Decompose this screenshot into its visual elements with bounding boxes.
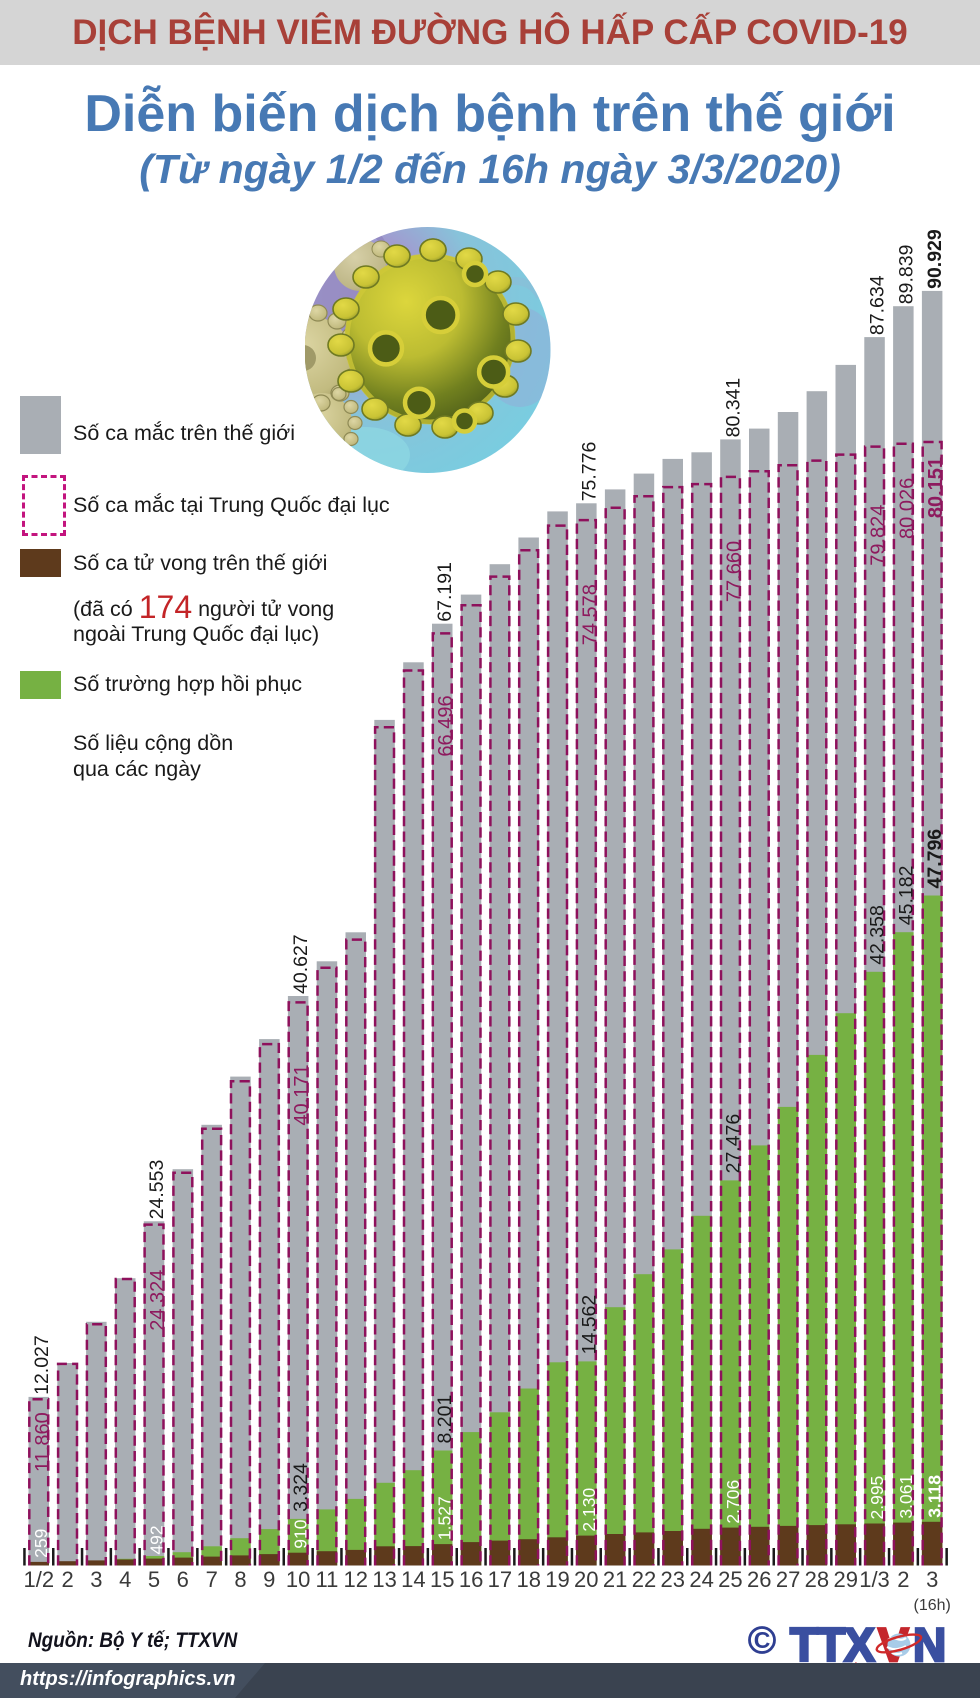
svg-text:18: 18 [516,1567,540,1592]
svg-text:75.776: 75.776 [578,442,600,502]
svg-text:3.061: 3.061 [896,1475,916,1519]
svg-text:492: 492 [147,1525,167,1554]
svg-text:27: 27 [776,1567,800,1592]
svg-text:19: 19 [545,1567,569,1592]
svg-text:74.578: 74.578 [579,584,601,645]
svg-text:66.496: 66.496 [435,695,457,756]
svg-text:77.660: 77.660 [723,541,745,602]
svg-text:13: 13 [372,1567,396,1592]
svg-text:3: 3 [90,1567,102,1592]
svg-text:2.130: 2.130 [579,1488,599,1532]
svg-text:1/2: 1/2 [24,1567,55,1592]
svg-text:(16h): (16h) [914,1597,951,1614]
svg-text:1/3: 1/3 [859,1567,890,1592]
svg-text:2: 2 [897,1567,909,1592]
svg-text:12.027: 12.027 [31,1335,53,1395]
svg-text:5: 5 [148,1567,160,1592]
svg-text:27.476: 27.476 [722,1114,744,1174]
svg-text:40.627: 40.627 [290,934,312,994]
svg-text:45.182: 45.182 [895,866,917,926]
svg-text:42.358: 42.358 [867,905,889,965]
svg-text:80.026: 80.026 [896,478,918,539]
svg-text:3.324: 3.324 [290,1463,312,1512]
svg-text:80.151: 80.151 [925,457,947,518]
svg-text:11: 11 [315,1567,338,1592]
svg-text:79.824: 79.824 [868,505,890,566]
svg-text:12: 12 [344,1567,368,1592]
svg-text:14: 14 [401,1567,425,1592]
svg-text:9: 9 [263,1567,275,1592]
svg-text:87.634: 87.634 [867,275,889,335]
svg-text:24.553: 24.553 [146,1160,168,1220]
svg-text:2.995: 2.995 [867,1476,887,1520]
svg-text:16: 16 [459,1567,483,1592]
svg-text:23: 23 [661,1567,685,1592]
svg-text:21: 21 [603,1567,627,1592]
svg-text:90.929: 90.929 [924,229,946,289]
svg-text:14.562: 14.562 [578,1295,600,1355]
svg-text:2.706: 2.706 [723,1480,743,1524]
svg-text:4: 4 [119,1567,131,1592]
svg-text:1.527: 1.527 [435,1496,455,1540]
svg-text:C: C [754,1627,771,1653]
svg-text:8: 8 [234,1567,246,1592]
svg-text:2: 2 [61,1567,73,1592]
svg-text:28: 28 [805,1567,829,1592]
svg-text:15: 15 [430,1567,454,1592]
svg-text:29: 29 [833,1567,857,1592]
svg-text:20: 20 [574,1567,598,1592]
svg-text:17: 17 [488,1567,512,1592]
svg-text:3: 3 [926,1567,938,1592]
svg-text:24.324: 24.324 [147,1270,169,1331]
svg-text:80.341: 80.341 [722,378,744,438]
svg-text:11.860: 11.860 [32,1412,54,1472]
svg-text:25: 25 [718,1567,742,1592]
svg-text:8.201: 8.201 [434,1395,456,1444]
svg-text:910: 910 [291,1519,311,1548]
svg-text:47.796: 47.796 [924,829,946,889]
svg-text:259: 259 [31,1529,51,1558]
svg-text:40.171: 40.171 [291,1064,313,1125]
svg-text:26: 26 [747,1567,771,1592]
svg-text:22: 22 [632,1567,656,1592]
svg-text:6: 6 [177,1567,189,1592]
svg-text:3.118: 3.118 [925,1475,945,1518]
svg-text:89.839: 89.839 [895,245,917,305]
svg-text:67.191: 67.191 [434,562,456,622]
svg-text:7: 7 [206,1567,218,1592]
svg-text:10: 10 [286,1567,310,1592]
svg-text:24: 24 [689,1567,713,1592]
